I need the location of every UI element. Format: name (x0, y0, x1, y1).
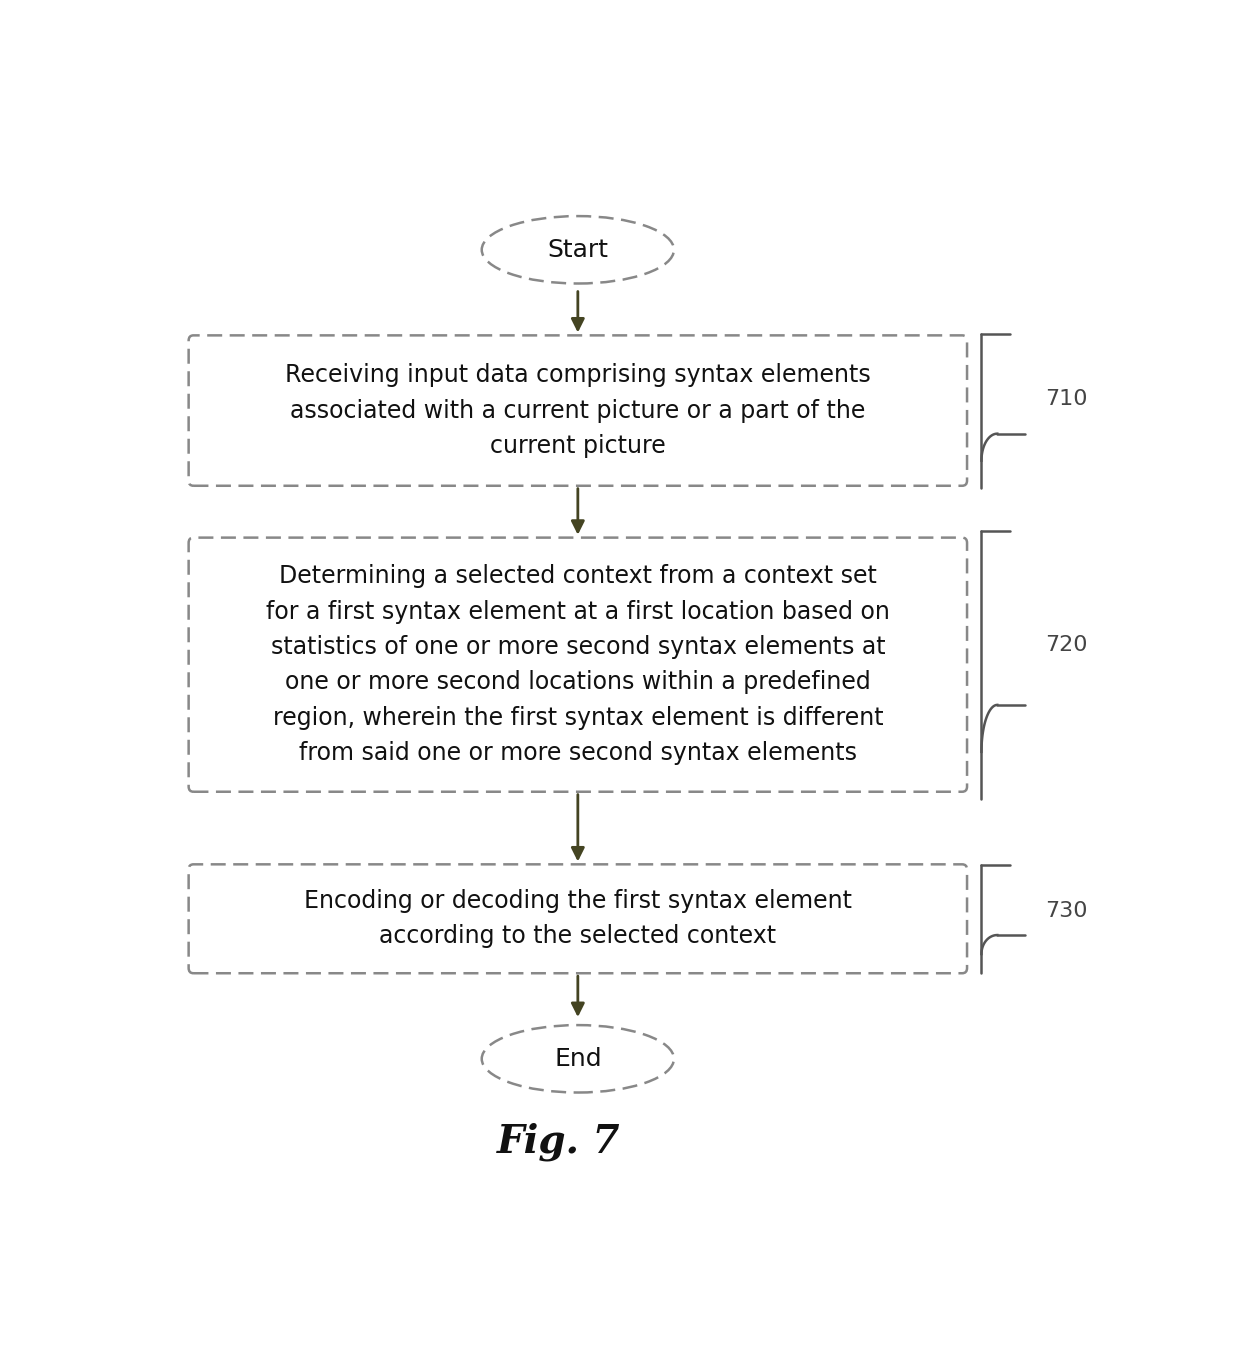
Ellipse shape (481, 1025, 675, 1092)
Text: 720: 720 (1045, 634, 1087, 655)
Text: End: End (554, 1047, 601, 1071)
Text: Start: Start (547, 238, 609, 261)
Text: 730: 730 (1045, 901, 1087, 920)
FancyBboxPatch shape (188, 865, 967, 974)
Text: Fig. 7: Fig. 7 (497, 1122, 620, 1161)
Text: Determining a selected context from a context set
for a first syntax element at : Determining a selected context from a co… (265, 564, 890, 765)
Text: Encoding or decoding the first syntax element
according to the selected context: Encoding or decoding the first syntax el… (304, 889, 852, 948)
Text: 710: 710 (1045, 389, 1087, 409)
Ellipse shape (481, 216, 675, 283)
Text: Receiving input data comprising syntax elements
associated with a current pictur: Receiving input data comprising syntax e… (285, 364, 870, 458)
FancyBboxPatch shape (188, 335, 967, 486)
FancyBboxPatch shape (188, 537, 967, 792)
